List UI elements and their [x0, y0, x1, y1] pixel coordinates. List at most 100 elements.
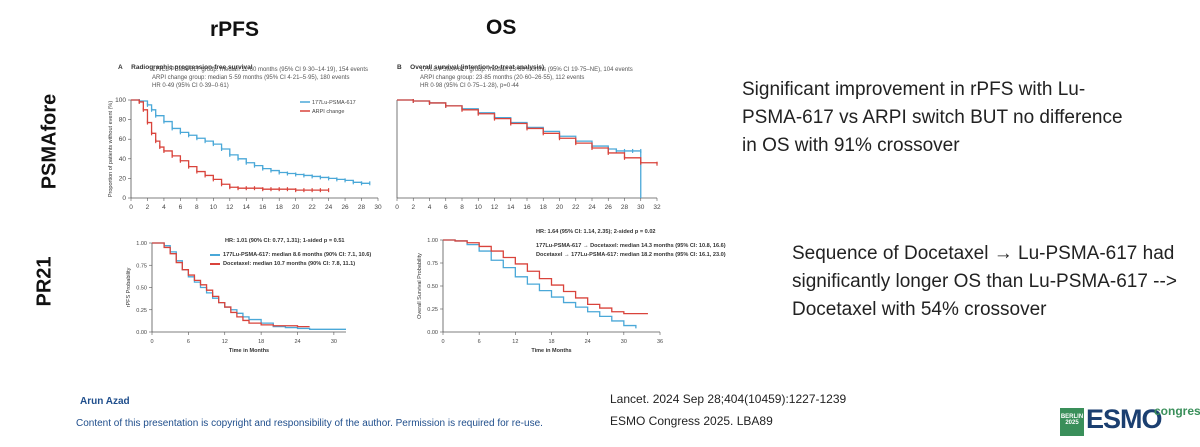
chart-0-x-tick-label: 22: [309, 204, 317, 211]
chart-3-x-label: Time in Months: [531, 348, 571, 354]
chart-2-series-1-line: [152, 242, 310, 328]
chart-0-x-tick-label: 4: [162, 204, 166, 211]
pr21-rpfs-legend-2: Docetaxel: median 10.7 months (90% CI: 7…: [210, 260, 371, 269]
chart-1-x-tick-label: 32: [653, 204, 661, 211]
chart-0-x-tick-label: 0: [129, 204, 133, 211]
copyright-notice: Content of this presentation is copyrigh…: [76, 418, 543, 429]
chart-0-y-tick-label: 60: [119, 136, 127, 143]
chart-0-legend-label: ARPI change: [312, 109, 344, 115]
chart-0-y-tick-label: 100: [115, 97, 126, 104]
chart-3-series-0-line: [443, 239, 637, 329]
chart-3-y-tick-label: 0.00: [427, 330, 438, 336]
chart-0-legend-label: 177Lu-PSMA-617: [312, 100, 356, 106]
pr21-os-hr: HR: 1.64 (95% CI: 1.14, 2.35); 2-sided p…: [536, 229, 656, 235]
chart-1-x-tick-label: 20: [556, 204, 564, 211]
chart-1-x-tick-label: 0: [395, 204, 399, 211]
chart-0-x-tick-label: 6: [179, 204, 183, 211]
chart-2-y-tick-label: 1.00: [136, 241, 147, 247]
logo-word: congress: [1154, 404, 1200, 418]
chart-3-series-1-line: [443, 239, 648, 315]
citation-esmo: ESMO Congress 2025. LBA89: [610, 414, 773, 428]
chart-1-x-tick-label: 22: [572, 204, 580, 211]
chart-1-x-tick-label: 2: [411, 204, 415, 211]
chart-0-x-tick-label: 16: [259, 204, 267, 211]
legend-text-2: Docetaxel: median 10.7 months (90% CI: 7…: [223, 261, 356, 267]
chart-3-y-label: Overall Survival Probability: [417, 253, 423, 319]
chart-3-x-tick-label: 6: [478, 339, 481, 345]
panel-b-note-2: ARPI change group: 23·85 months (20·60–2…: [420, 75, 585, 81]
chart-1-x-tick-label: 18: [540, 204, 548, 211]
summary-bottom: Sequence of Docetaxel → Lu-PSMA-617 had …: [792, 243, 1177, 320]
legend-text-1: 177Lu-PSMA-617: median 8.6 months (90% C…: [223, 252, 372, 258]
chart-0-y-tick-label: 0: [122, 195, 126, 202]
chart-3-y-tick-label: 0.50: [427, 284, 438, 290]
chart-0-y-tick-label: 20: [119, 175, 127, 182]
panel-b-notes: 177Lu-PSMA-617 group: median 23·66 month…: [420, 66, 633, 90]
chart-0-x-tick-label: 30: [374, 204, 382, 211]
chart-2-x-tick-label: 24: [294, 339, 300, 345]
chart-0-x-tick-label: 10: [210, 204, 218, 211]
chart-2-x-tick-label: 0: [150, 339, 153, 345]
panel-b-title: Overall survival (intention-to-treat ana…: [410, 64, 545, 71]
chart-2-x-tick-label: 12: [222, 339, 228, 345]
chart-0-y-tick-label: 80: [119, 117, 127, 124]
chart-0-x-tick-label: 18: [276, 204, 284, 211]
legend-swatch-red: [210, 262, 220, 265]
chart-1-x-tick-label: 14: [507, 204, 515, 211]
chart-0-x-tick-label: 20: [292, 204, 300, 211]
chart-3-x-tick-label: 18: [548, 339, 554, 345]
chart-1-x-tick-label: 8: [460, 204, 464, 211]
chart-0-x-tick-label: 8: [195, 204, 199, 211]
column-title-os: OS: [486, 16, 517, 39]
chart-2-series-0-line: [152, 242, 346, 330]
pr21-os-legend-1: 177Lu-PSMA-617 → Docetaxel: median 14.3 …: [536, 243, 726, 249]
panel-b-note-1: 177Lu-PSMA-617 group: median 23·66 month…: [420, 67, 633, 73]
logo-year: 2025: [1065, 420, 1079, 426]
chart-0-x-tick-label: 28: [358, 204, 366, 211]
chart-1-x-tick-label: 4: [428, 204, 432, 211]
chart-1-x-tick-label: 26: [605, 204, 613, 211]
panel-b-header: B Overall survival (intention-to-treat a…: [397, 56, 544, 74]
chart-1-x-tick-label: 28: [621, 204, 629, 211]
chart-3-x-tick-label: 30: [621, 339, 627, 345]
chart-2-y-tick-label: 0.50: [136, 286, 147, 292]
panel-a-note-2: ARPI change group: median 5·59 months (9…: [152, 75, 350, 81]
chart-3-x-tick-label: 24: [585, 339, 591, 345]
panel-a-note-1: 177Lu-PSMA-617 group: median 11·60 month…: [152, 67, 369, 73]
chart-2-y-tick-label: 0.25: [136, 308, 147, 314]
pr21-rpfs-legend: 177Lu-PSMA-617: median 8.6 months (90% C…: [210, 251, 371, 269]
column-title-rpfs: rPFS: [210, 18, 260, 41]
chart-1-series-0-line: [397, 99, 642, 198]
pr21-rpfs-hr: HR: 1.01 (90% CI: 0.77, 1.31); 1-sided p…: [225, 238, 345, 244]
chart-0-x-tick-label: 2: [146, 204, 150, 211]
panel-b-note-3: HR 0·98 (95% CI 0·75–1·28), p=0·44: [420, 83, 519, 89]
chart-1-x-tick-label: 6: [444, 204, 448, 211]
panel-a-notes: 177Lu-PSMA-617 group: median 11·60 month…: [152, 66, 368, 90]
chart-0-x-tick-label: 12: [226, 204, 234, 211]
chart-3-y-tick-label: 1.00: [427, 238, 438, 244]
chart-1-series-1-line: [397, 99, 658, 164]
chart-1-x-tick-label: 30: [637, 204, 645, 211]
chart-2-x-label: Time in Months: [229, 348, 269, 354]
chart-2-y-label: rPFS Probability: [126, 267, 132, 307]
chart-3-y-tick-label: 0.25: [427, 307, 438, 313]
chart-0-y-label: Proportion of patients without event (%): [108, 101, 114, 197]
chart-2-x-tick-label: 6: [187, 339, 190, 345]
chart-2-x-tick-label: 18: [258, 339, 264, 345]
chart-1-x-tick-label: 12: [491, 204, 499, 211]
chart-2-y-tick-label: 0.75: [136, 263, 147, 269]
author-name: Arun Azad: [80, 396, 130, 407]
chart-2-x-tick-label: 30: [331, 339, 337, 345]
panel-a-header: A Radiographic progression-free survival: [118, 56, 253, 74]
chart-2-y-tick-label: 0.00: [136, 330, 147, 336]
chart-1-x-tick-label: 24: [588, 204, 596, 211]
chart-3-x-tick-label: 36: [657, 339, 663, 345]
legend-swatch-blue: [210, 253, 220, 256]
panel-a-title: Radiographic progression-free survival: [131, 64, 253, 71]
panel-a-letter: A: [118, 64, 123, 71]
pr21-rpfs-legend-1: 177Lu-PSMA-617: median 8.6 months (90% C…: [210, 251, 371, 260]
citation-lancet: Lancet. 2024 Sep 28;404(10459):1227-1239: [610, 392, 847, 406]
panel-b-letter: B: [397, 64, 402, 71]
summary-top: Significant improvement in rPFS with Lu-…: [742, 79, 1123, 156]
